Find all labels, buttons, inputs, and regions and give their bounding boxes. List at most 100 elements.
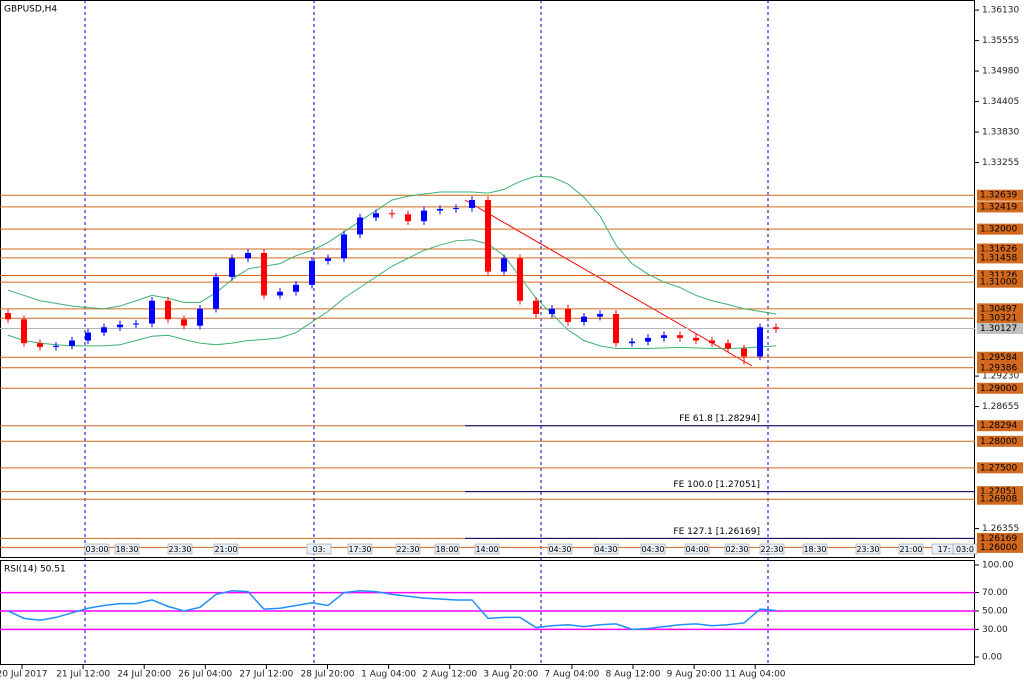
session-label: 23:30 [856, 545, 879, 554]
y-tick-label: 1.34405 [982, 97, 1019, 107]
candle-body [629, 341, 635, 344]
session-box [114, 543, 140, 555]
level-label: 1.29386 [980, 363, 1017, 373]
candle-body [725, 343, 731, 349]
candle-body [693, 337, 699, 341]
candle-body [341, 234, 347, 259]
session-label: 03:00 [85, 545, 108, 554]
level-label-box [977, 269, 1023, 281]
session-label: 03: [313, 545, 326, 554]
candle-body [85, 332, 91, 341]
candle-body [453, 207, 459, 209]
session-box [640, 543, 666, 555]
x-tick-label: 21 Jul 12:00 [56, 670, 110, 680]
y-tick-label: 1.34980 [982, 67, 1019, 77]
candle-body [277, 291, 283, 296]
level-label: 1.30497 [980, 304, 1017, 314]
fe-label: FE 61.8 [1.28294] [679, 414, 760, 424]
level-label-box [977, 303, 1023, 315]
candle-body [101, 327, 107, 333]
session-label: 18:30 [115, 545, 138, 554]
candle-body [245, 253, 251, 259]
candle-body [133, 323, 139, 325]
level-label: 1.32639 [980, 191, 1017, 201]
candle-body [53, 345, 59, 347]
session-label: 21:00 [214, 545, 237, 554]
candle-body [373, 213, 379, 218]
candle-body [21, 319, 27, 344]
fibo-line [464, 199, 753, 367]
session-box [855, 543, 881, 555]
session-label: 17: [938, 545, 951, 554]
candle-body [325, 258, 331, 261]
level-label-box [977, 493, 1023, 505]
rsi-tick-label: 0.00 [982, 652, 1002, 662]
candle-body [773, 327, 779, 329]
current-price-label: 1.30127 [980, 324, 1017, 334]
x-tick-label: 28 Jul 20:00 [301, 670, 355, 680]
candle-body [5, 312, 11, 320]
session-label: 21:00 [899, 545, 922, 554]
current-price-box [977, 322, 1023, 334]
session-box [952, 543, 978, 555]
level-label: 1.30321 [980, 314, 1017, 324]
level-label-box [977, 532, 1023, 544]
rsi-pane [0, 560, 975, 665]
rsi-label: RSI(14) 50.51 [4, 565, 66, 575]
candle-body [549, 308, 555, 315]
session-label: 22:30 [396, 545, 419, 554]
session-box [395, 543, 421, 555]
x-tick-label: 26 Jul 04:00 [178, 670, 232, 680]
x-tick-label: 8 Aug 12:00 [606, 670, 661, 680]
session-box [306, 543, 332, 555]
level-label-box [977, 201, 1023, 213]
level-label: 1.32419 [980, 202, 1017, 212]
y-tick-label: 1.28655 [982, 402, 1019, 412]
session-box [213, 543, 239, 555]
fe-label: FE 100.0 [1.27051] [673, 480, 760, 490]
y-tick-label: 1.36130 [982, 6, 1019, 16]
candle-body [501, 258, 507, 272]
x-tick-label: 9 Aug 20:00 [667, 670, 722, 680]
session-label: 04:00 [685, 545, 708, 554]
session-label: 17:30 [348, 545, 371, 554]
chart-title: GBPUSD,H4 [4, 5, 57, 15]
x-tick-label: 1 Aug 04:00 [361, 670, 416, 680]
candle-body [437, 208, 443, 211]
candle-body [581, 316, 587, 322]
y-tick-label: 1.33830 [982, 128, 1019, 138]
candle-body [597, 314, 603, 317]
candle-body [613, 314, 619, 344]
main-pane [0, 0, 975, 558]
level-label-box [977, 276, 1023, 288]
level-label: 1.26169 [980, 534, 1017, 544]
candle-body [165, 300, 171, 320]
band-upper [7, 175, 777, 315]
candle-body [485, 199, 491, 272]
level-label-box [977, 486, 1023, 498]
level-label: 1.31626 [980, 244, 1017, 254]
session-label: 04:30 [548, 545, 571, 554]
candle-body [37, 343, 43, 347]
x-tick-label: 2 Aug 12:00 [422, 670, 477, 680]
candle-body [565, 308, 571, 322]
level-label-box [977, 362, 1023, 374]
y-tick-label: 1.26355 [982, 524, 1019, 534]
candle-body [677, 335, 683, 338]
candle-body [661, 335, 667, 338]
candle-body [645, 337, 651, 342]
candle-body [757, 327, 763, 357]
x-tick-label: 20 Jul 2017 [0, 670, 47, 680]
session-box [684, 543, 710, 555]
level-label-box [977, 435, 1023, 447]
level-label-box [977, 420, 1023, 432]
y-tick-label: 1.33255 [982, 158, 1019, 168]
level-label: 1.28294 [980, 421, 1017, 431]
candle-body [469, 199, 475, 208]
level-label-box [977, 189, 1023, 201]
level-label-box [977, 252, 1023, 264]
level-label-box [977, 541, 1023, 553]
session-box [759, 543, 785, 555]
session-label: 02:30 [725, 545, 748, 554]
